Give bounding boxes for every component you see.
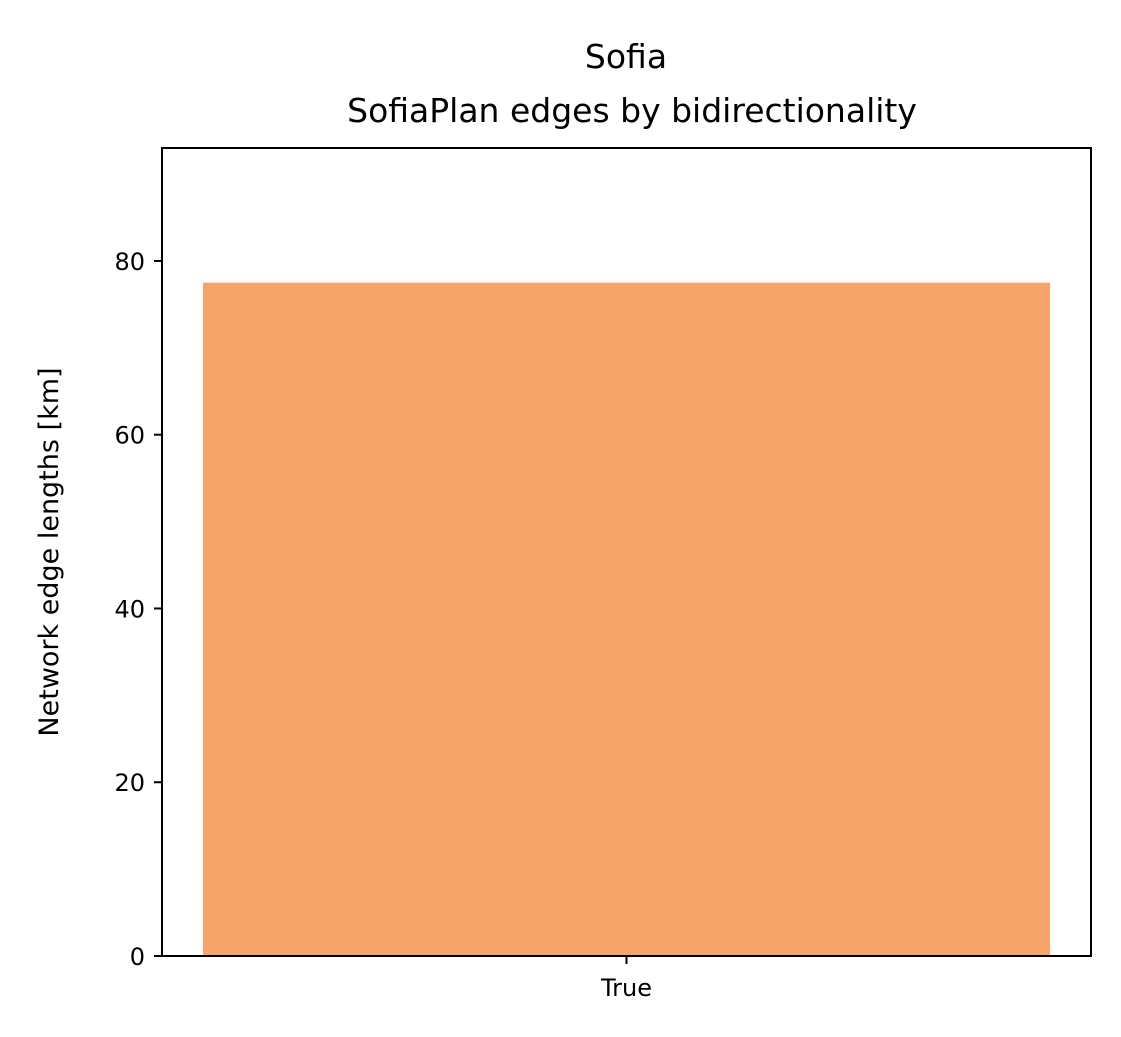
bar-true: [203, 282, 1050, 957]
chart-subtitle: SofiaPlan edges by bidirectionality: [347, 91, 917, 130]
y-tick-label: 80: [114, 248, 145, 276]
x-tick-label: True: [600, 974, 652, 1002]
chart-title: Sofia: [585, 37, 667, 76]
plot-frame: [161, 147, 1092, 957]
y-axis-ticks: 0 20 40 60 80: [114, 248, 162, 971]
y-tick-label: 0: [130, 943, 145, 971]
y-tick-label: 40: [114, 595, 145, 623]
bars-group: [203, 282, 1050, 957]
y-axis-label: Network edge lengths [km]: [34, 367, 65, 736]
x-axis-ticks: True: [600, 956, 652, 1002]
y-tick-label: 20: [114, 769, 145, 797]
y-tick-label: 60: [114, 422, 145, 450]
